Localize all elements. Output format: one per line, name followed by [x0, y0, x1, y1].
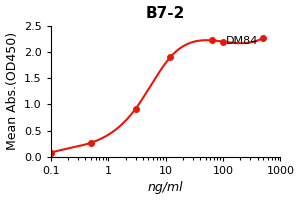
- DM84: [221, 40, 225, 43]
- DM84: [89, 142, 93, 144]
- Title: B7-2: B7-2: [146, 6, 185, 21]
- DM84: [168, 56, 172, 59]
- DM84: [134, 107, 137, 110]
- Line: DM84: DM84: [48, 35, 266, 155]
- X-axis label: ng/ml: ng/ml: [148, 181, 184, 194]
- Legend: DM84: DM84: [199, 31, 262, 50]
- DM84: [261, 37, 265, 39]
- DM84: [49, 151, 53, 154]
- Y-axis label: Mean Abs.(OD450): Mean Abs.(OD450): [6, 32, 19, 150]
